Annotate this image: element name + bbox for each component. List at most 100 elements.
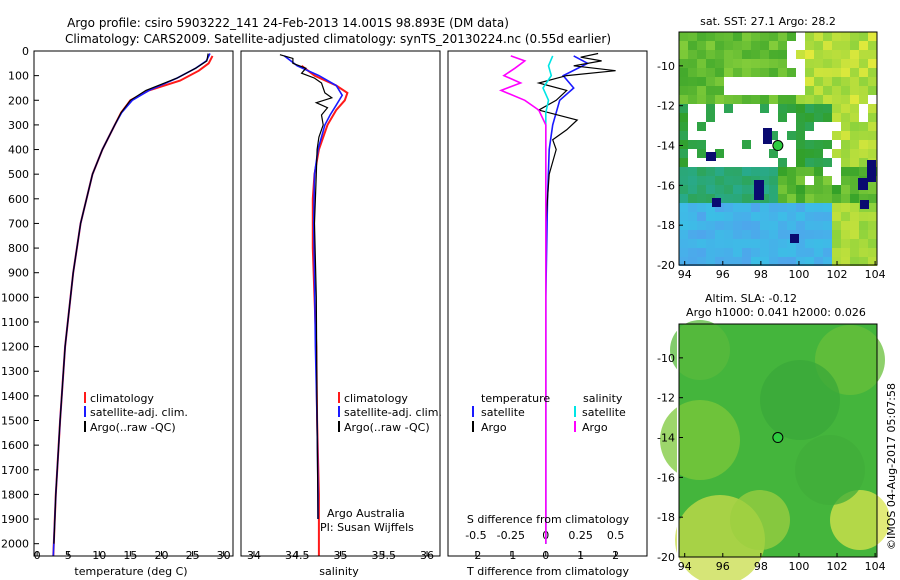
- sst-cell: [679, 50, 688, 59]
- sst-cell: [850, 239, 859, 248]
- sst-cold-cell: [754, 180, 764, 200]
- sst-cell: [841, 86, 850, 95]
- sst-cell: [778, 248, 787, 257]
- sst-cell: [778, 68, 787, 77]
- sst-cell: [760, 59, 769, 68]
- sst-cell: [760, 221, 769, 230]
- sst-cell: [823, 158, 832, 167]
- sst-cell: [778, 212, 787, 221]
- sst-cell: [832, 41, 841, 50]
- sst-map: sat. SST: 27.1 Argo: 28.2 94 96 98 100 102 10…: [657, 15, 886, 281]
- sst-cell: [760, 239, 769, 248]
- sst-cell: [787, 32, 796, 41]
- sst-cell: [688, 140, 697, 149]
- sst-cell: [814, 212, 823, 221]
- sst-cell: [805, 140, 814, 149]
- legend-argo-label: Argo(..raw -QC): [90, 421, 176, 434]
- legend-t-satellite-label: satellite: [481, 406, 525, 419]
- sst-cell: [841, 221, 850, 230]
- sst-cell: [868, 149, 877, 158]
- sst-cell: [733, 248, 742, 257]
- sst-cell: [751, 50, 760, 59]
- sst-cell: [796, 185, 805, 194]
- sst-cell: [832, 32, 841, 41]
- sst-cell: [769, 32, 778, 41]
- sla-blob: [660, 400, 740, 480]
- sst-cell: [859, 41, 868, 50]
- sst-cell: [787, 68, 796, 77]
- sst-cell: [697, 248, 706, 257]
- sst-cell: [715, 221, 724, 230]
- sst-cell: [733, 32, 742, 41]
- sst-cell: [787, 221, 796, 230]
- sst-cell: [868, 212, 877, 221]
- sst-cell: [778, 113, 787, 122]
- difference-t-label: T difference from climatology: [466, 565, 629, 578]
- sst-cell: [742, 212, 751, 221]
- sst-cell: [724, 239, 733, 248]
- sst-cell: [787, 212, 796, 221]
- sst-cell: [706, 32, 715, 41]
- sst-cell: [805, 257, 814, 266]
- sst-cell: [706, 176, 715, 185]
- sst-cell: [814, 95, 823, 104]
- sst-cell: [805, 230, 814, 239]
- sst-cell: [868, 248, 877, 257]
- sst-cell: [679, 167, 688, 176]
- sst-cell: [715, 167, 724, 176]
- sla-blob: [730, 490, 790, 550]
- sst-cell: [787, 131, 796, 140]
- sst-cell: [778, 239, 787, 248]
- sst-cell: [859, 149, 868, 158]
- sst-cell: [706, 113, 715, 122]
- sst-cell: [706, 230, 715, 239]
- sst-cell: [697, 68, 706, 77]
- sst-cell: [778, 203, 787, 212]
- sst-cell: [760, 167, 769, 176]
- sst-cell: [841, 113, 850, 122]
- sst-cell: [742, 239, 751, 248]
- sst-cell: [688, 86, 697, 95]
- sst-cell: [724, 185, 733, 194]
- sst-cell: [787, 95, 796, 104]
- sst-cell: [697, 167, 706, 176]
- sst-cell: [697, 212, 706, 221]
- sst-cell: [769, 131, 778, 140]
- sst-cell: [742, 59, 751, 68]
- sst-cell: [850, 230, 859, 239]
- sst-cell: [679, 212, 688, 221]
- y-tick-label: 200: [8, 94, 29, 107]
- sst-cell: [742, 194, 751, 203]
- sst-cell: [832, 239, 841, 248]
- sst-cell: [814, 194, 823, 203]
- sst-cell: [760, 41, 769, 50]
- sst-cell: [823, 212, 832, 221]
- sst-cell: [679, 131, 688, 140]
- sst-cell: [769, 176, 778, 185]
- sst-cell: [769, 68, 778, 77]
- sst-cell: [814, 104, 823, 113]
- sst-cell: [814, 68, 823, 77]
- sst-cell: [832, 77, 841, 86]
- sst-cold-cell: [763, 128, 772, 144]
- sst-cell: [796, 158, 805, 167]
- sst-cell: [679, 59, 688, 68]
- sla-blob: [830, 490, 890, 550]
- sst-cell: [778, 32, 787, 41]
- sst-cell: [805, 59, 814, 68]
- salinity-xlabel: salinity: [319, 565, 359, 578]
- sst-cell: [679, 221, 688, 230]
- sst-cell: [859, 239, 868, 248]
- map-x-tick-label: 102: [827, 560, 848, 573]
- sst-cell: [814, 158, 823, 167]
- sst-cell: [769, 230, 778, 239]
- sst-cell: [715, 212, 724, 221]
- map-x-tick-label: 96: [716, 560, 730, 573]
- sst-cell: [841, 50, 850, 59]
- sst-cell: [742, 41, 751, 50]
- sst-cell: [796, 176, 805, 185]
- sst-cell: [841, 185, 850, 194]
- sst-cell: [697, 149, 706, 158]
- sst-cell: [805, 104, 814, 113]
- sst-cell: [760, 185, 769, 194]
